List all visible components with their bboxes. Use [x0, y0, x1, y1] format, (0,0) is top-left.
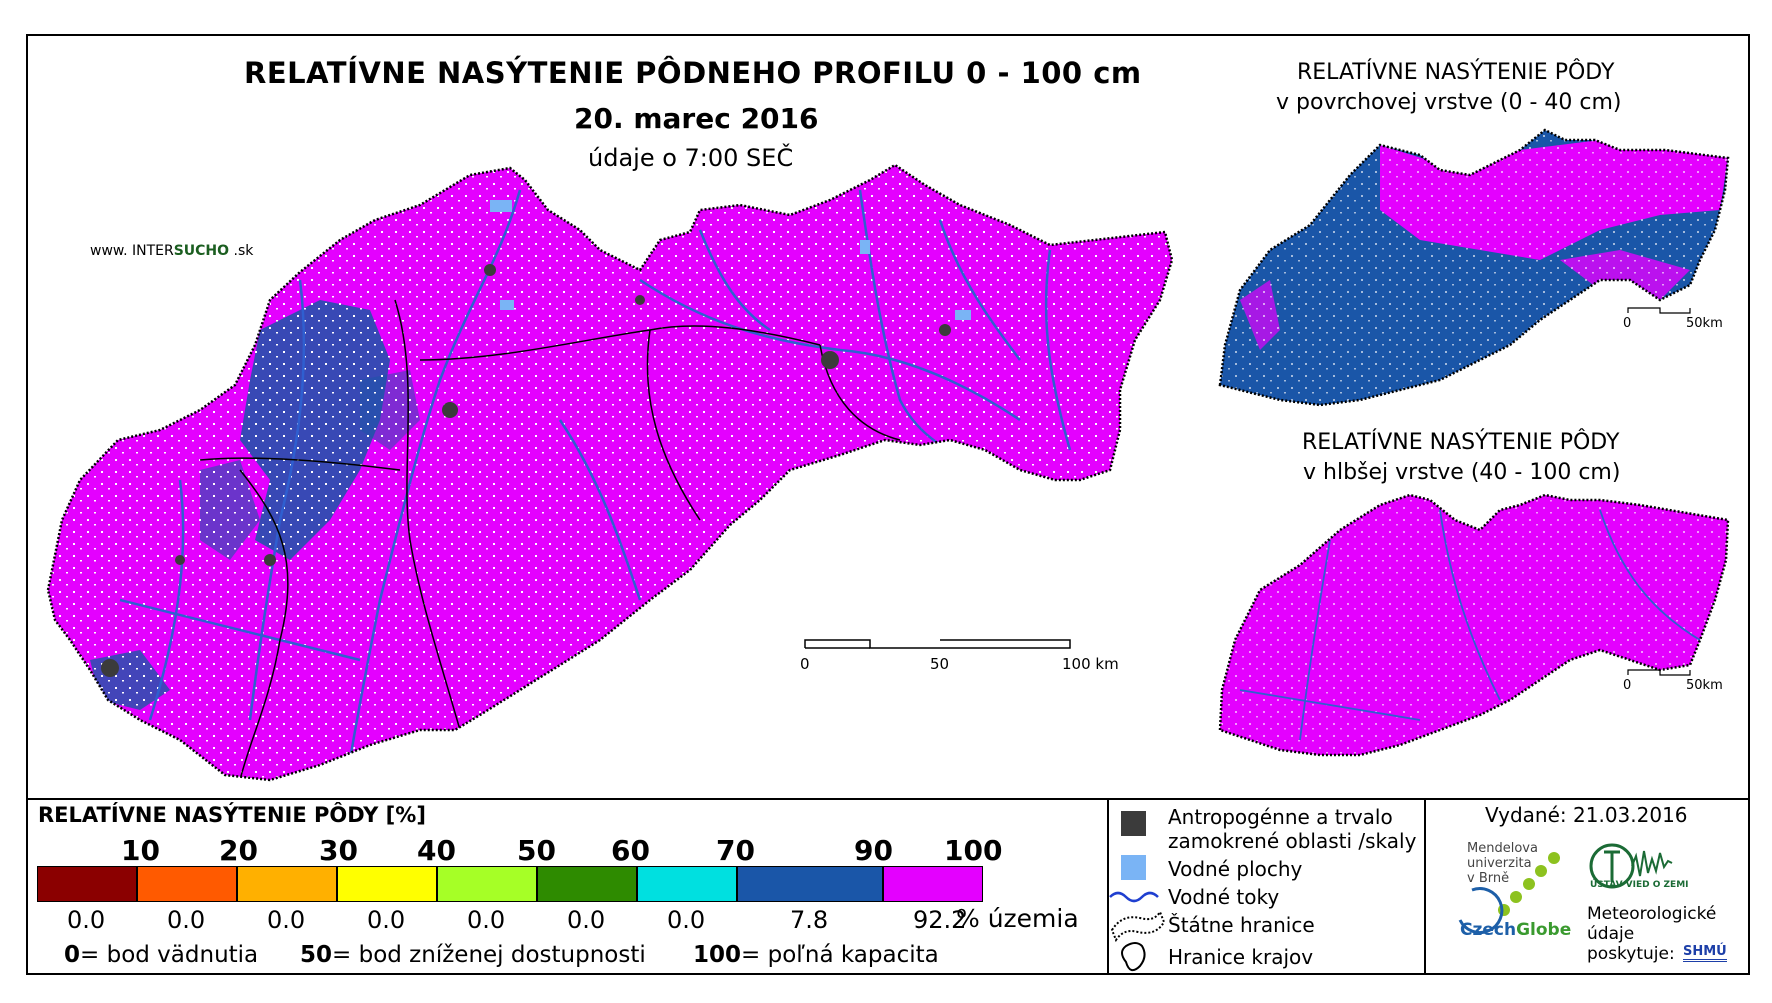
legend-share-1: 0.0 — [67, 906, 106, 934]
legend-swatch-4 — [337, 866, 437, 902]
legend-share-6: 0.0 — [567, 906, 606, 934]
legend-share-3: 0.0 — [267, 906, 306, 934]
inset-bottom-title-1: RELATÍVNE NASÝTENIE PÔDY — [1302, 430, 1620, 455]
inset-bottom-scale-50: 50km — [1686, 678, 1723, 693]
issued-date: Vydané: 21.03.2016 — [1485, 803, 1688, 827]
region-border-icon — [1121, 942, 1146, 972]
legend-scale-90: 90 — [854, 834, 893, 867]
legend-scale-60: 60 — [611, 834, 650, 867]
state-border-icon — [1110, 909, 1166, 943]
key-water-bodies: Vodné plochy — [1168, 857, 1303, 881]
legend-scale-50: 50 — [517, 834, 556, 867]
legend-scale-70: 70 — [716, 834, 755, 867]
inset-top-title-1: RELATÍVNE NASÝTENIE PÔDY — [1297, 60, 1615, 85]
water-body-icon — [1121, 855, 1146, 880]
legend-swatch-2 — [137, 866, 237, 902]
legend-swatch-7 — [637, 866, 737, 902]
ustav-label: ÚSTAV VIED O ZEMI — [1590, 880, 1689, 890]
inset-top-title-2: v povrchovej vrstve (0 - 40 cm) — [1276, 90, 1622, 115]
legend-scale-40: 40 — [417, 834, 456, 867]
legend-swatch-6 — [537, 866, 637, 902]
legend-scale-10: 10 — [121, 834, 160, 867]
legend-share-5: 0.0 — [467, 906, 506, 934]
definition-reduced-availability: 50= bod zníženej dostupnosti — [300, 942, 646, 968]
map-title: RELATÍVNE NASÝTENIE PÔDNEHO PROFILU 0 - … — [244, 56, 1142, 90]
legend-divider-1 — [1107, 798, 1109, 975]
inset-top-scale-0: 0 — [1623, 316, 1632, 331]
mendel-line-3: v Brně — [1467, 871, 1510, 886]
main-scale-0: 0 — [800, 655, 810, 673]
legend-swatch-9 — [883, 866, 983, 902]
main-scale-50: 50 — [930, 655, 950, 673]
river-icon — [1109, 891, 1159, 903]
meteo-line-1: Meteorologické — [1587, 904, 1717, 924]
legend-share-8: 7.8 — [790, 906, 829, 934]
key-urban-line2: zamokrené oblasti /skaly — [1168, 829, 1417, 853]
urban-area-icon — [1121, 811, 1146, 836]
legend-swatch-1 — [37, 866, 137, 902]
key-urban-line1: Antropogénne a trvalo — [1168, 805, 1393, 829]
mendel-line-1: Mendelova — [1467, 841, 1538, 856]
key-region-border: Hranice krajov — [1168, 945, 1314, 969]
intersucho-logo[interactable]: www. INTERSUCHO .sk — [90, 243, 254, 259]
meteo-line-2: údaje — [1587, 924, 1635, 944]
definition-field-capacity: 100= poľná kapacita — [693, 942, 939, 968]
legend-share-2: 0.0 — [167, 906, 206, 934]
legend-swatch-5 — [437, 866, 537, 902]
main-scale-100: 100 km — [1062, 655, 1119, 673]
legend-share-4: 0.0 — [367, 906, 406, 934]
map-time-note: údaje o 7:00 SEČ — [588, 144, 794, 172]
shmu-logo: SHMÚ — [1683, 944, 1727, 962]
czechglobe-logo: CzechGlobe — [1460, 920, 1572, 940]
legend-share-9: 92.2 — [913, 906, 967, 934]
legend-divider-2 — [1424, 798, 1426, 975]
legend-scale-30: 30 — [319, 834, 358, 867]
legend-scale-100: 100 — [944, 834, 1003, 867]
mendel-line-2: univerzita — [1467, 856, 1532, 871]
legend-separator — [26, 798, 1750, 800]
inset-bottom-title-2: v hlbšej vrstve (40 - 100 cm) — [1303, 460, 1621, 485]
legend-scale-20: 20 — [219, 834, 258, 867]
definition-wilting-point: 0= bod vädnutia — [64, 942, 259, 968]
inset-bottom-scale-0: 0 — [1623, 678, 1632, 693]
main-scale-bar — [804, 639, 1071, 649]
map-date: 20. marec 2016 — [574, 102, 819, 135]
key-rivers: Vodné toky — [1168, 885, 1280, 909]
inset-top-scale-50: 50km — [1686, 316, 1723, 331]
legend-title: RELATÍVNE NASÝTENIE PÔDY [%] — [38, 803, 426, 827]
legend-share-unit: % územia — [956, 904, 1079, 933]
legend-swatch-3 — [237, 866, 337, 902]
meteo-line-3: poskytuje: — [1587, 944, 1675, 964]
legend-share-7: 0.0 — [667, 906, 706, 934]
legend-swatch-8 — [737, 866, 883, 902]
key-state-border: Štátne hranice — [1168, 913, 1315, 937]
